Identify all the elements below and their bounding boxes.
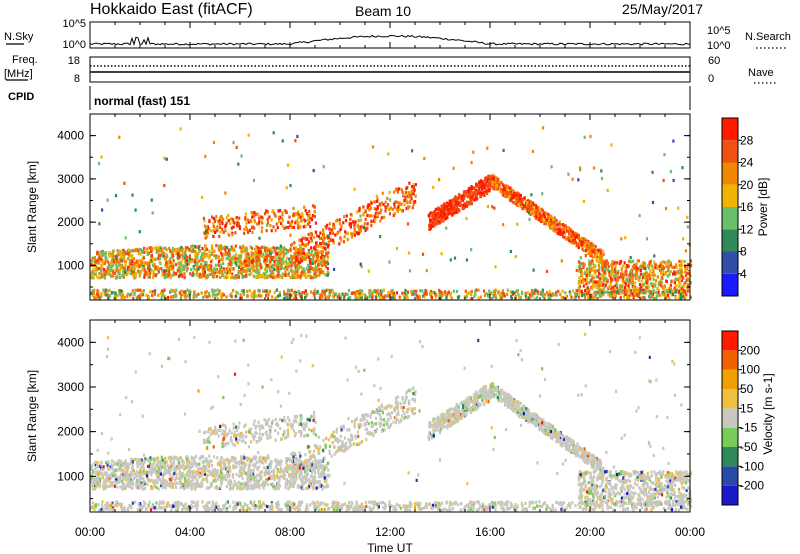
colorbar-tick-label: 16 <box>740 200 754 214</box>
x-tick-label: 04:00 <box>175 525 205 539</box>
velocity-scatter <box>90 332 693 513</box>
y-tick-label: 2000 <box>57 425 84 439</box>
nave-right-bottom: 0 <box>708 73 714 85</box>
colorbar-tick-label: 28 <box>740 133 754 147</box>
colorbar-tick-label: 24 <box>740 156 754 170</box>
y-tick-label: 3000 <box>57 172 84 186</box>
nsky-label: N.Sky <box>4 31 34 43</box>
y-tick-label: 4000 <box>57 335 84 349</box>
noise-trace <box>89 34 691 46</box>
power-ylabel: Slant Range [km] <box>25 161 39 253</box>
x-tick-label: 00:00 <box>75 525 105 539</box>
beam-title: Beam 10 <box>355 3 411 19</box>
x-tick-label: 20:00 <box>575 525 605 539</box>
nave-right-top: 60 <box>708 55 720 67</box>
velocity-cbar-label: Velocity [m s-1] <box>761 373 775 454</box>
x-tick-label: 00:00 <box>675 525 705 539</box>
noise-left-top: 10^5 <box>62 18 86 30</box>
date-title: 25/May/2017 <box>622 1 703 17</box>
nsearch-label: N.Search <box>745 31 791 43</box>
cpid-value: normal (fast) 151 <box>94 94 190 108</box>
mhz-label: [MHz] <box>4 68 33 80</box>
colorbar-tick-label: 4 <box>740 267 747 281</box>
power-scatter <box>90 126 693 301</box>
colorbar-tick-label: -200 <box>740 479 764 493</box>
colorbar-tick-label: 12 <box>740 222 754 236</box>
time-axis: 00:00 04:00 08:00 12:00 16:00 20:00 00:00 <box>75 525 705 539</box>
colorbar-tick-label: -15 <box>740 421 758 435</box>
x-tick-label: 16:00 <box>475 525 505 539</box>
y-tick-label: 3000 <box>57 380 84 394</box>
frequency-panel: Freq. [MHz] 18 8 60 0 Nave <box>4 54 776 85</box>
power-colorbar: 4 8 12 16 20 24 28 <box>721 117 754 297</box>
noise-panel: N.Sky 10^5 10^0 10^5 10^0 N.Search <box>4 18 791 52</box>
cpid-panel: CPID normal (fast) 151 <box>8 86 691 110</box>
freq-label: Freq. <box>12 54 38 66</box>
power-cbar-label: Power [dB] <box>756 178 770 237</box>
time-axis-label: Time UT <box>367 541 413 554</box>
power-panel: 1000 2000 3000 4000 Slant Range [km] 4 8 12 16… <box>25 113 770 301</box>
y-tick-label: 1000 <box>57 258 84 272</box>
colorbar-tick-label: 15 <box>740 401 754 415</box>
nave-label: Nave <box>748 67 774 79</box>
colorbar-tick-label: -50 <box>740 440 758 454</box>
colorbar-tick-label: 20 <box>740 178 754 192</box>
colorbar-tick-label: 50 <box>740 382 754 396</box>
noise-left-bottom: 10^0 <box>62 39 86 51</box>
freq-left-top: 18 <box>68 55 80 67</box>
velocity-colorbar: -200 -100 -50 -15 15 50 100 200 <box>721 330 764 506</box>
y-tick-label: 4000 <box>57 129 84 143</box>
colorbar-tick-label: 8 <box>740 245 747 259</box>
noise-right-bottom: 10^0 <box>707 40 731 52</box>
colorbar-tick-label: 100 <box>740 363 760 377</box>
colorbar-tick-label: -100 <box>740 459 764 473</box>
y-tick-label: 2000 <box>57 215 84 229</box>
colorbar-tick-label: 200 <box>740 343 760 357</box>
freq-left-bottom: 8 <box>74 73 80 85</box>
velocity-panel: 1000 2000 3000 4000 Slant Range [km] -200 -1… <box>25 319 775 513</box>
cpid-label: CPID <box>8 91 34 103</box>
x-tick-label: 08:00 <box>275 525 305 539</box>
velocity-ylabel: Slant Range [km] <box>25 370 39 462</box>
site-title: Hokkaido East (fitACF) <box>90 1 253 18</box>
noise-right-top: 10^5 <box>707 25 731 37</box>
x-tick-label: 12:00 <box>375 525 405 539</box>
y-tick-label: 1000 <box>57 469 84 483</box>
